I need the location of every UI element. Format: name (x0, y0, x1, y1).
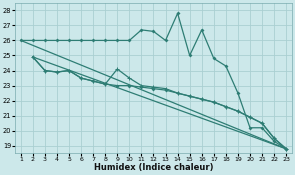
X-axis label: Humidex (Indice chaleur): Humidex (Indice chaleur) (94, 163, 213, 172)
